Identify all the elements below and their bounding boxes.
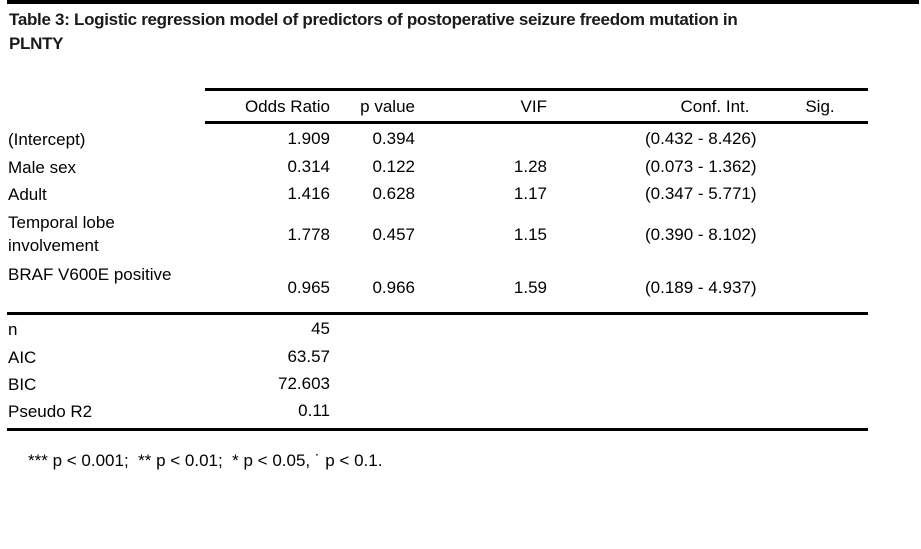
row-label: BRAF V600E positive	[8, 265, 172, 284]
cell-vif: 1.59	[513, 278, 547, 297]
row-label: Male sex	[8, 158, 77, 177]
stat-label-n: n	[8, 320, 18, 339]
header-conf-int: Conf. Int.	[680, 97, 750, 116]
cell-conf-int: (0.432 - 8.426)	[645, 129, 757, 148]
cell-conf-int: (0.189 - 4.937)	[645, 278, 757, 297]
stat-label-bic: BIC	[8, 375, 37, 394]
stat-value-n: 45	[311, 319, 330, 338]
cell-odds-ratio: 0.965	[287, 278, 330, 297]
table-title: Table 3: Logistic regression model of pr…	[9, 8, 899, 56]
cell-odds-ratio: 1.416	[287, 184, 330, 203]
cell-p-value: 0.628	[372, 184, 415, 203]
table-rule-header-top	[205, 88, 868, 91]
page-top-border	[7, 0, 919, 4]
header-vif: VIF	[520, 97, 547, 116]
cell-vif: 1.28	[513, 157, 547, 176]
stat-value-bic: 72.603	[278, 374, 330, 393]
cell-odds-ratio: 1.909	[287, 129, 330, 148]
stat-value-pseudo-r2: 0.11	[298, 401, 330, 420]
table-title-line2: PLNTY	[9, 34, 64, 53]
table-title-line1: Table 3: Logistic regression model of pr…	[9, 10, 738, 29]
table-rule-mid	[7, 312, 868, 315]
cell-p-value: 0.394	[372, 129, 415, 148]
cell-vif: 1.15	[513, 225, 547, 244]
cell-conf-int: (0.347 - 5.771)	[645, 184, 757, 203]
cell-conf-int: (0.390 - 8.102)	[645, 225, 757, 244]
row-label: Temporal lobe involvement	[8, 213, 115, 255]
header-odds-ratio: Odds Ratio	[244, 97, 330, 116]
table-rule-bottom	[7, 428, 868, 431]
stat-label-aic: AIC	[8, 348, 37, 367]
header-sig: Sig.	[805, 97, 835, 116]
row-label: (Intercept)	[8, 130, 86, 149]
cell-p-value: 0.457	[372, 225, 415, 244]
cell-odds-ratio: 0.314	[287, 157, 330, 176]
stat-label-pseudo-r2: Pseudo R2	[8, 402, 93, 421]
header-p-value: p value	[360, 97, 415, 116]
cell-vif: 1.17	[513, 184, 547, 203]
row-label: Adult	[8, 185, 47, 204]
cell-p-value: 0.966	[372, 278, 415, 297]
cell-conf-int: (0.073 - 1.362)	[645, 157, 757, 176]
cell-odds-ratio: 1.778	[287, 225, 330, 244]
table-rule-header-bottom	[205, 121, 868, 124]
significance-footnote: *** p < 0.001; ** p < 0.01; * p < 0.05, …	[28, 451, 383, 470]
stat-value-aic: 63.57	[287, 347, 330, 366]
cell-p-value: 0.122	[372, 157, 415, 176]
